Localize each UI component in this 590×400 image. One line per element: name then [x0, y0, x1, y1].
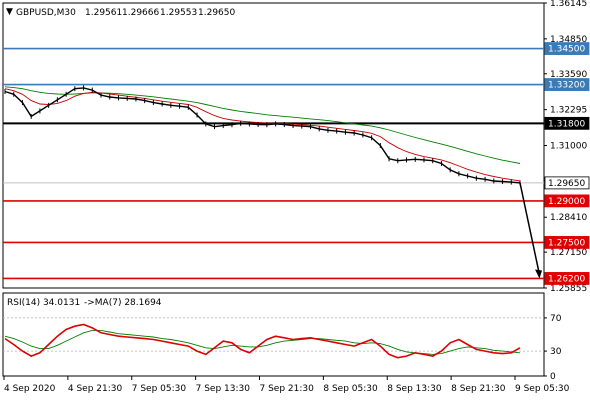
- level-tag: [544, 272, 590, 285]
- low-value: 1.29553: [160, 8, 197, 18]
- price-tick-label: 1.31000: [550, 142, 587, 152]
- price-tick-label: 1.28410: [550, 213, 587, 223]
- level-tag: [544, 176, 590, 190]
- level-tag-label: 1.31800: [548, 119, 585, 129]
- rsi-ma-label: ->MA(7) 28.1694: [84, 298, 162, 308]
- rsi-panel-frame: [2, 292, 545, 377]
- time-tick-label: 8 Sep 13:30: [387, 384, 442, 394]
- close-value: 1.29650: [198, 8, 235, 18]
- level-tag: [544, 116, 590, 130]
- time-tick-label: 7 Sep 21:30: [260, 384, 315, 394]
- price-tick-label: 1.25855: [550, 284, 587, 294]
- time-x-axis: 4 Sep 2020 4 Sep 21:30 7 Sep 05:30 7 Sep 13…: [3, 376, 570, 394]
- rsi-tick-label: 0: [550, 372, 556, 382]
- level-tag-label: 1.34500: [548, 45, 585, 55]
- price-tick-label: 1.36145: [550, 0, 587, 9]
- level-tag: [544, 42, 590, 55]
- level-tag-label: 1.29000: [548, 197, 585, 207]
- rsi-series: [4, 323, 521, 359]
- time-tick-label: 4 Sep 2020: [4, 384, 56, 394]
- forecast-arrow: [519, 182, 542, 279]
- level-tag: [544, 78, 590, 91]
- price-tick-label: 1.34850: [550, 35, 587, 45]
- level-tag: [544, 194, 590, 208]
- time-tick-label: 7 Sep 13:30: [196, 384, 251, 394]
- main-panel-frame: [2, 2, 545, 289]
- price-tick-label: 1.33590: [550, 70, 587, 80]
- rsi-y-axis: 70 30 0: [544, 314, 562, 382]
- rsi-line: [4, 323, 521, 359]
- price-series: [4, 85, 521, 186]
- rsi-ma-line: [4, 329, 521, 355]
- time-tick-label: 9 Sep 05:30: [515, 384, 570, 394]
- collapse-triangle-icon[interactable]: ▼: [6, 7, 13, 17]
- slow-ma-line: [4, 86, 521, 164]
- level-tags: 1.34500 1.33200 1.31800 1.29650 1.29000 1.275…: [544, 42, 590, 285]
- rsi-tick-label: 70: [550, 314, 562, 324]
- price-levels: [3, 47, 544, 280]
- price-tick-label: 1.27150: [550, 248, 587, 258]
- symbol-label: GBPUSD,M30: [16, 8, 76, 18]
- level-tag-label: 1.26200: [548, 274, 585, 284]
- time-tick-label: 4 Sep 21:30: [68, 384, 123, 394]
- time-tick-label: 7 Sep 05:30: [132, 384, 187, 394]
- time-tick-label: 8 Sep 05:30: [323, 384, 378, 394]
- price-tick-label: 1.32295: [550, 106, 587, 116]
- level-tag-label: 1.33200: [548, 81, 585, 91]
- time-tick-label: 8 Sep 21:30: [451, 384, 506, 394]
- forecast-arrow-head: [535, 269, 542, 279]
- level-tag: [544, 236, 590, 249]
- forecast-arrow-shaft: [519, 182, 540, 273]
- rsi-tick-label: 30: [550, 347, 562, 357]
- high-value: 1.29666: [122, 8, 159, 18]
- price-line: [4, 87, 521, 184]
- rsi-label: RSI(14) 34.0131: [7, 298, 80, 308]
- level-tag-label: 1.29650: [548, 179, 585, 189]
- level-tag-label: 1.27500: [548, 238, 585, 248]
- fast-ma-line: [4, 88, 521, 182]
- open-value: 1.29561: [85, 8, 122, 18]
